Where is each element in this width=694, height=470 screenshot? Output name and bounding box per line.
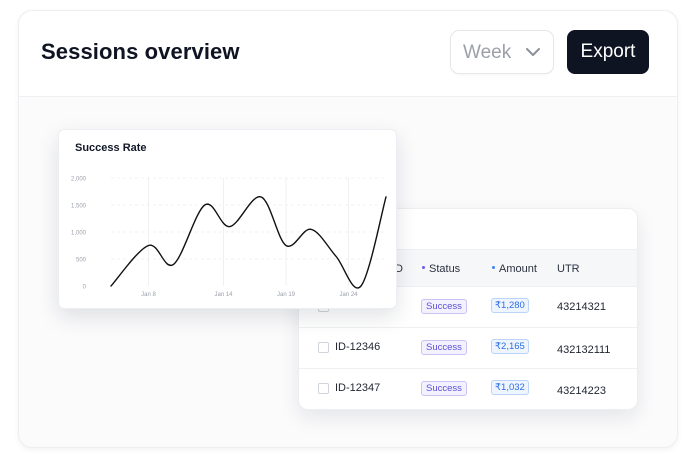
period-select-value: Week <box>463 42 512 63</box>
card-header: Sessions overview Week Export <box>19 11 677 97</box>
table-row[interactable]: ID-12346 Success ₹2,165 432132111 <box>299 328 637 369</box>
y-tick-label: 0 <box>83 285 87 291</box>
status-badge: Success <box>421 381 467 396</box>
x-tick-label: Jan 8 <box>141 292 156 298</box>
chevron-down-icon <box>526 48 540 56</box>
column-header-id[interactable]: D <box>395 263 403 275</box>
series-line <box>110 196 387 289</box>
status-dot-icon <box>422 265 425 269</box>
y-tick-label: 2,000 <box>71 177 87 183</box>
row-utr: 432132111 <box>557 344 611 356</box>
row-utr: 43214223 <box>557 385 606 397</box>
row-checkbox[interactable] <box>318 342 329 353</box>
x-tick-label: Jan 24 <box>339 292 358 298</box>
y-tick-label: 1,000 <box>71 231 87 237</box>
page-title: Sessions overview <box>41 39 240 64</box>
column-header-amount[interactable]: Amount <box>492 263 537 275</box>
amount-dot-icon <box>492 265 495 269</box>
success-rate-chart: 0 500 1,000 1,500 2,000 Jan 8 Jan 14 Jan 19 Jan … <box>71 177 387 298</box>
status-badge: Success <box>421 299 467 314</box>
row-utr: 43214321 <box>557 301 606 313</box>
row-id: ID-12346 <box>335 341 381 353</box>
amount-badge: ₹1,280 <box>491 298 529 313</box>
row-id: ID-12347 <box>335 382 381 394</box>
x-tick-label: Jan 14 <box>214 292 233 298</box>
column-header-utr[interactable]: UTR <box>557 263 580 275</box>
chart-title: Success Rate <box>75 142 147 154</box>
column-header-status[interactable]: Status <box>422 263 460 275</box>
y-tick-label: 1,500 <box>71 204 87 210</box>
status-badge: Success <box>421 340 467 355</box>
row-checkbox[interactable] <box>318 383 329 394</box>
export-button[interactable]: Export <box>567 30 649 74</box>
period-select[interactable]: Week <box>450 30 554 74</box>
y-tick-label: 500 <box>76 258 87 264</box>
amount-badge: ₹2,165 <box>491 339 529 354</box>
success-rate-chart-card: Success Rate 0 500 1,000 1,500 2,000 Jan 8 Jan… <box>58 129 397 309</box>
x-tick-label: Jan 19 <box>277 292 296 298</box>
table-row[interactable]: ID-12347 Success ₹1,032 43214223 <box>299 369 637 409</box>
amount-badge: ₹1,032 <box>491 380 529 395</box>
